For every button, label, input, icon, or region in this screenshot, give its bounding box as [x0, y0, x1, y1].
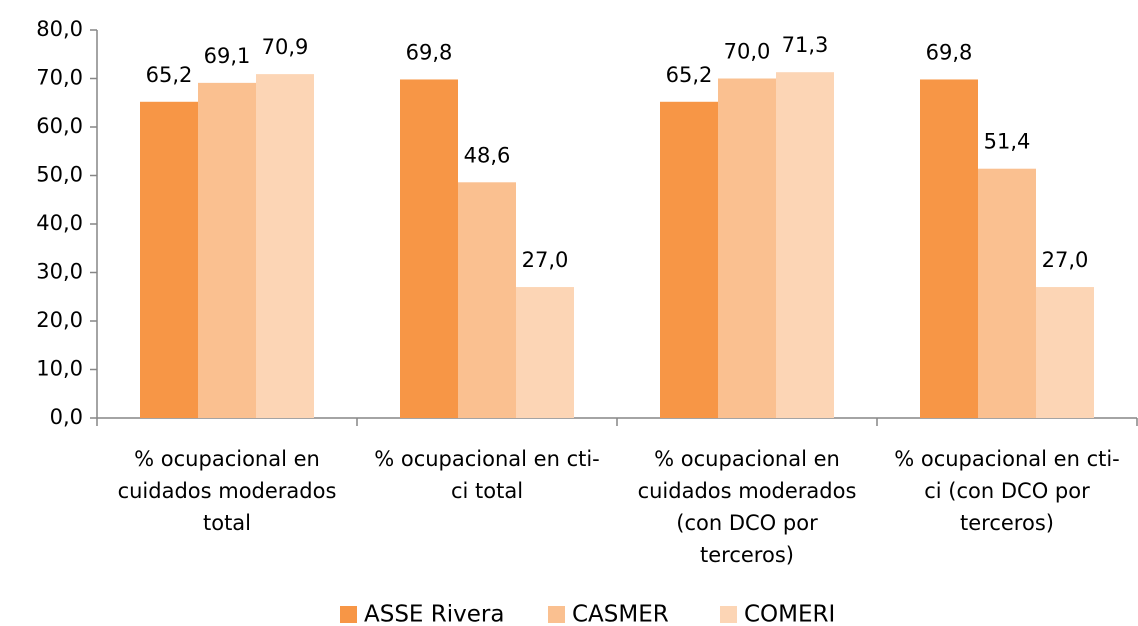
- value-label: 70,0: [724, 40, 771, 64]
- legend-swatch: [340, 606, 357, 623]
- bar: [458, 182, 516, 418]
- legend-swatch: [548, 606, 565, 623]
- value-label: 65,2: [666, 63, 713, 87]
- legend-swatch: [720, 606, 737, 623]
- y-tick-label: 70,0: [36, 66, 83, 90]
- legend-label: ASSE Rivera: [364, 602, 504, 626]
- bar: [516, 287, 574, 418]
- bar: [920, 79, 978, 418]
- value-label: 51,4: [984, 130, 1031, 154]
- y-tick-label: 0,0: [50, 405, 83, 429]
- x-tick-label: % ocupacional en cuidados moderados (con D…: [638, 447, 857, 567]
- bar: [660, 101, 718, 418]
- y-tick-label: 80,0: [36, 17, 83, 41]
- legend-label: CASMER: [572, 602, 669, 626]
- bar: [256, 74, 314, 418]
- y-tick-label: 20,0: [36, 308, 83, 332]
- x-tick-label: % ocupacional en cti-ci (con DCO por terc…: [894, 447, 1120, 535]
- bar: [978, 168, 1036, 418]
- y-tick-label: 40,0: [36, 211, 83, 235]
- value-label: 69,8: [926, 40, 973, 64]
- y-tick-label: 10,0: [36, 357, 83, 381]
- value-label: 71,3: [782, 33, 829, 57]
- bar: [198, 82, 256, 419]
- value-label: 70,9: [262, 35, 309, 59]
- x-tick-label: % ocupacional en cti-ci total: [374, 447, 600, 503]
- legend-label: COMERI: [744, 602, 835, 626]
- value-label: 27,0: [522, 248, 569, 272]
- y-tick-label: 60,0: [36, 114, 83, 138]
- bar: [776, 72, 834, 418]
- bar: [140, 101, 198, 418]
- bar: [1036, 287, 1094, 418]
- y-tick-label: 50,0: [36, 163, 83, 187]
- value-label: 69,8: [406, 40, 453, 64]
- bar: [400, 79, 458, 418]
- y-tick-label: 30,0: [36, 260, 83, 284]
- bar: [718, 78, 776, 418]
- value-label: 65,2: [146, 63, 193, 87]
- value-label: 48,6: [464, 143, 511, 167]
- value-label: 27,0: [1042, 248, 1089, 272]
- value-label: 69,1: [204, 44, 251, 68]
- x-tick-label: % ocupacional en cuidados moderados total: [118, 447, 337, 535]
